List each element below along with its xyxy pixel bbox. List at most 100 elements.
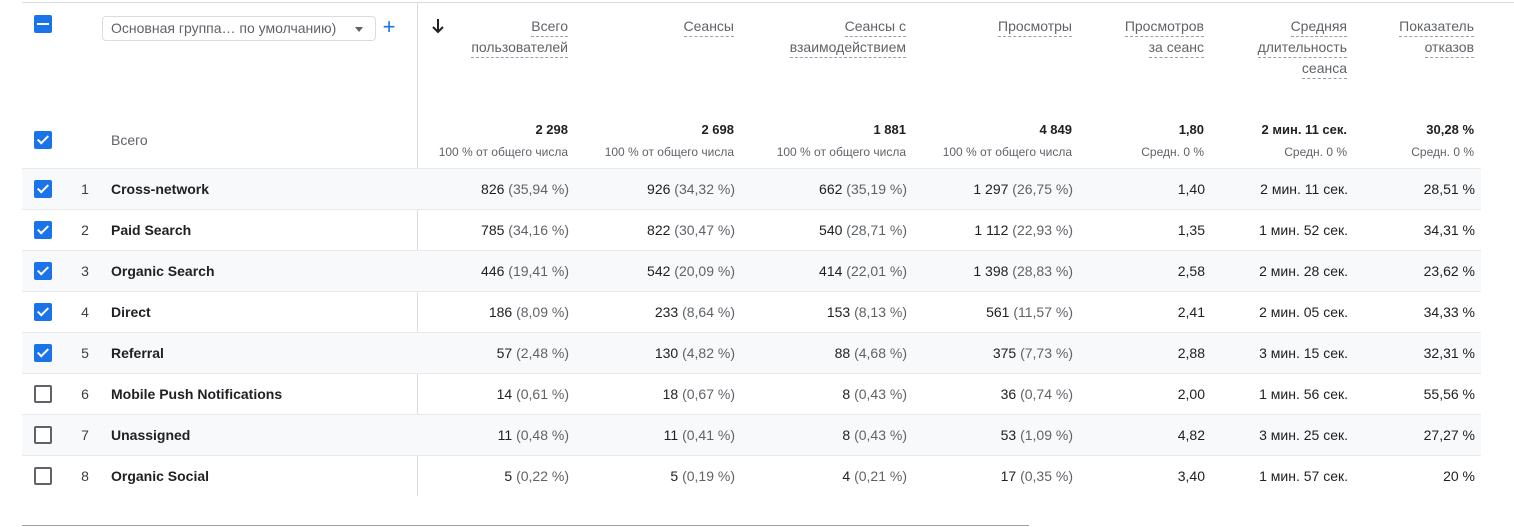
cell-views-per-session-value: 2,41 bbox=[1177, 304, 1205, 320]
cell-engaged-sessions-percent: (0,43 %) bbox=[850, 427, 907, 443]
cell-views-percent: (0,35 %) bbox=[1016, 468, 1073, 484]
row-rank: 2 bbox=[81, 222, 89, 238]
cell-views-per-session-value: 2,58 bbox=[1177, 263, 1205, 279]
column-header-engaged-sessions[interactable]: Сеансы с взаимодействием bbox=[789, 16, 906, 58]
row-channel-name[interactable]: Unassigned bbox=[111, 427, 191, 443]
cell-users-value: 11 bbox=[497, 427, 513, 443]
cell-users-percent: (34,16 %) bbox=[504, 222, 569, 238]
row-channel-name[interactable]: Cross-network bbox=[111, 181, 210, 197]
cell-avg-duration: 2 мин. 11 сек. bbox=[1260, 169, 1348, 209]
cell-sessions-value: 926 bbox=[647, 181, 671, 197]
cell-engaged-sessions-value: 153 bbox=[826, 304, 851, 320]
cell-bounce-rate: 34,31 % bbox=[1424, 210, 1475, 250]
cell-views-value: 1 112 bbox=[974, 222, 1009, 238]
cell-bounce-rate-value: 20 % bbox=[1443, 468, 1475, 484]
totals-checkbox[interactable] bbox=[34, 131, 52, 149]
cell-users: 5 (0,22 %) bbox=[504, 456, 569, 496]
table-row: 2 Paid Search 785 (34,16 %) 822 (30,47 %) 54… bbox=[22, 209, 1481, 251]
cell-bounce-rate-value: 34,33 % bbox=[1423, 304, 1475, 320]
cell-bounce-rate: 28,51 % bbox=[1424, 169, 1475, 209]
cell-views-per-session-value: 2,88 bbox=[1177, 345, 1205, 361]
total-vps-value: 1,80 bbox=[1178, 122, 1204, 137]
cell-sessions-percent: (34,32 %) bbox=[670, 181, 735, 197]
cell-avg-duration: 1 мин. 56 сек. bbox=[1259, 374, 1348, 414]
cell-views-per-session: 2,88 bbox=[1178, 333, 1205, 373]
column-header-avg-session-duration[interactable]: Средняя длительность сеанса bbox=[1257, 16, 1347, 79]
row-channel-name[interactable]: Paid Search bbox=[111, 222, 192, 238]
row-channel-name[interactable]: Direct bbox=[111, 304, 151, 320]
row-channel-name[interactable]: Mobile Push Notifications bbox=[111, 386, 283, 402]
cell-views: 561 (11,57 %) bbox=[986, 292, 1073, 332]
cell-engaged-sessions: 8 (0,43 %) bbox=[842, 415, 907, 455]
cell-engaged-sessions-percent: (22,01 %) bbox=[842, 263, 907, 279]
cell-sessions: 18 (0,67 %) bbox=[663, 374, 735, 414]
cell-sessions: 926 (34,32 %) bbox=[647, 169, 735, 209]
row-checkbox[interactable] bbox=[34, 221, 52, 239]
cell-sessions-percent: (4,82 %) bbox=[678, 345, 735, 361]
cell-views: 36 (0,74 %) bbox=[1001, 374, 1073, 414]
cell-avg-duration-value: 2 мин. 28 сек. bbox=[1259, 263, 1348, 279]
row-checkbox[interactable] bbox=[34, 303, 52, 321]
row-rank: 4 bbox=[81, 304, 89, 320]
cell-bounce-rate: 32,31 % bbox=[1424, 333, 1475, 373]
row-rank: 5 bbox=[81, 345, 89, 361]
cell-users: 446 (19,41 %) bbox=[481, 251, 569, 291]
scrollbar-track[interactable] bbox=[22, 525, 1029, 526]
row-channel-name[interactable]: Organic Search bbox=[111, 263, 215, 279]
cell-sessions-value: 11 bbox=[663, 427, 679, 443]
cell-engaged-sessions-value: 4 bbox=[842, 468, 851, 484]
total-views-sub: 100 % от общего числа bbox=[942, 145, 1072, 159]
add-dimension-plus-icon[interactable]: + bbox=[382, 14, 396, 39]
column-header-sessions[interactable]: Сеансы bbox=[683, 16, 734, 37]
cell-sessions-percent: (30,47 %) bbox=[670, 222, 735, 238]
column-divider bbox=[417, 3, 418, 496]
cell-engaged-sessions: 88 (4,68 %) bbox=[835, 333, 907, 373]
cell-sessions-percent: (0,41 %) bbox=[678, 427, 735, 443]
cell-engaged-sessions: 414 (22,01 %) bbox=[819, 251, 907, 291]
row-checkbox[interactable] bbox=[34, 262, 52, 280]
total-bounce-value: 30,28 % bbox=[1426, 122, 1474, 137]
row-checkbox[interactable] bbox=[34, 180, 52, 198]
row-checkbox[interactable] bbox=[34, 467, 52, 485]
cell-users: 186 (8,09 %) bbox=[489, 292, 569, 332]
row-checkbox[interactable] bbox=[34, 344, 52, 362]
cell-avg-duration-value: 2 мин. 05 сек. bbox=[1259, 304, 1348, 320]
column-header-views[interactable]: Просмотры bbox=[998, 16, 1072, 37]
row-channel-name[interactable]: Referral bbox=[111, 345, 164, 361]
cell-bounce-rate-value: 55,56 % bbox=[1423, 386, 1475, 402]
cell-sessions: 130 (4,82 %) bbox=[655, 333, 735, 373]
cell-engaged-sessions-percent: (0,21 %) bbox=[850, 468, 907, 484]
cell-engaged-sessions-percent: (4,68 %) bbox=[850, 345, 907, 361]
column-header-total-users[interactable]: Всего пользователей bbox=[471, 16, 568, 58]
cell-views: 17 (0,35 %) bbox=[1001, 456, 1073, 496]
cell-sessions: 822 (30,47 %) bbox=[647, 210, 735, 250]
select-all-checkbox[interactable] bbox=[34, 15, 52, 33]
column-header-bounce-rate[interactable]: Показатель отказов bbox=[1399, 16, 1474, 58]
cell-views-per-session: 1,40 bbox=[1178, 169, 1205, 209]
row-channel-name[interactable]: Organic Social bbox=[111, 468, 210, 484]
cell-views-per-session: 4,82 bbox=[1178, 415, 1205, 455]
cell-avg-duration: 3 мин. 15 сек. bbox=[1259, 333, 1348, 373]
cell-bounce-rate: 55,56 % bbox=[1424, 374, 1475, 414]
dimension-selector[interactable]: Основная группа… по умолчанию) bbox=[102, 16, 376, 41]
row-checkbox[interactable] bbox=[34, 426, 52, 444]
cell-views-percent: (11,57 %) bbox=[1009, 304, 1073, 320]
cell-views-value: 375 bbox=[992, 345, 1017, 361]
cell-bounce-rate: 27,27 % bbox=[1424, 415, 1475, 455]
cell-avg-duration-value: 3 мин. 25 сек. bbox=[1259, 427, 1348, 443]
cell-avg-duration: 2 мин. 05 сек. bbox=[1259, 292, 1348, 332]
column-header-views-per-session[interactable]: Просмотров за сеанс bbox=[1124, 16, 1204, 58]
cell-views-per-session-value: 1,40 bbox=[1177, 181, 1205, 197]
cell-views-per-session-value: 4,82 bbox=[1177, 427, 1205, 443]
cell-views: 1 112 (22,93 %) bbox=[974, 210, 1073, 250]
cell-users-value: 446 bbox=[481, 263, 505, 279]
sort-descending-arrow-icon[interactable] bbox=[430, 17, 446, 35]
total-vps-sub: Средн. 0 % bbox=[1141, 145, 1204, 159]
cell-sessions-value: 822 bbox=[647, 222, 671, 238]
cell-views-value: 53 bbox=[1000, 427, 1017, 443]
row-checkbox[interactable] bbox=[34, 385, 52, 403]
cell-users: 785 (34,16 %) bbox=[481, 210, 569, 250]
cell-users-value: 826 bbox=[481, 181, 505, 197]
cell-avg-duration-value: 1 мин. 56 сек. bbox=[1259, 386, 1348, 402]
cell-sessions-value: 130 bbox=[654, 345, 679, 361]
